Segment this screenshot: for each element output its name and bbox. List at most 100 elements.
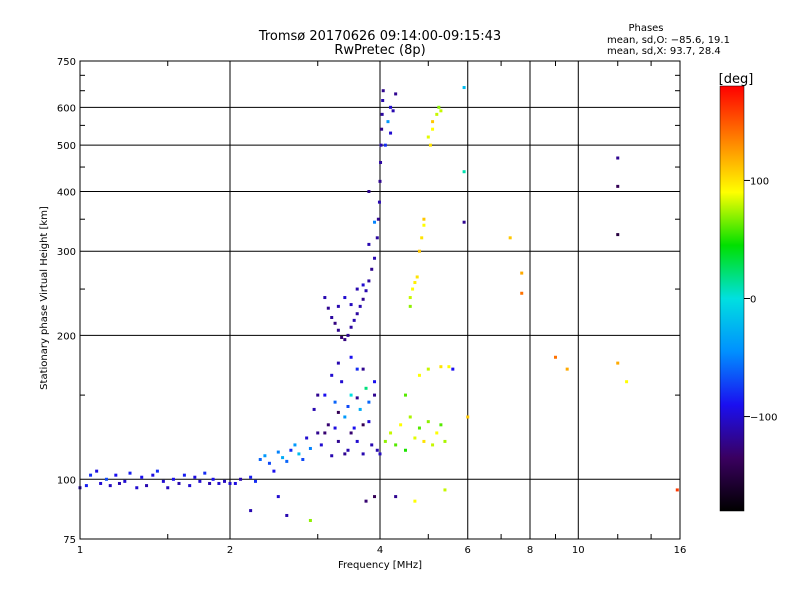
x-axis-label: Frequency [MHz]	[338, 560, 422, 571]
data-point	[443, 439, 447, 443]
data-point	[336, 439, 340, 443]
phase-stats-x: mean, sd,X: 93.7, 28.4	[607, 46, 721, 57]
data-point	[355, 396, 359, 400]
data-point	[297, 452, 301, 456]
data-point	[508, 236, 512, 240]
x-tick-label: 16	[674, 545, 687, 556]
data-point	[161, 479, 165, 483]
data-point	[428, 143, 432, 147]
data-point	[376, 217, 380, 221]
data-point	[330, 373, 334, 377]
x-axis: 1 2 4 6 8 10 16	[77, 61, 687, 556]
data-point	[447, 365, 451, 369]
data-point	[435, 431, 439, 435]
data-point	[340, 335, 344, 339]
data-point	[182, 473, 186, 477]
data-point	[358, 407, 362, 411]
data-point	[415, 275, 419, 279]
data-point	[89, 473, 93, 477]
y-tick-label: 400	[57, 187, 76, 198]
data-point	[367, 242, 371, 246]
data-point	[123, 479, 127, 483]
data-point	[443, 488, 447, 492]
data-point	[253, 479, 257, 483]
data-point	[349, 355, 353, 359]
data-point	[367, 189, 371, 193]
data-point	[361, 423, 365, 427]
data-point	[239, 477, 243, 481]
data-point	[171, 477, 175, 481]
data-point	[281, 456, 285, 460]
data-point	[403, 393, 407, 397]
data-point	[383, 143, 387, 147]
data-point	[323, 393, 327, 397]
data-point	[145, 484, 149, 488]
data-point	[128, 471, 132, 475]
data-point	[462, 220, 466, 224]
data-point	[373, 380, 377, 384]
data-point	[336, 304, 340, 308]
data-point	[330, 454, 334, 458]
data-point	[451, 367, 455, 371]
data-point	[308, 446, 312, 450]
data-point	[333, 400, 337, 404]
data-point	[389, 131, 393, 135]
data-point	[437, 105, 441, 109]
data-point	[333, 321, 337, 325]
data-point	[417, 426, 421, 430]
data-point	[462, 170, 466, 174]
data-point	[394, 495, 398, 499]
data-point	[616, 361, 620, 365]
y-axis-label: Stationary phase Virtual Height [km]	[39, 206, 50, 390]
data-point	[343, 452, 347, 456]
colorbar	[719, 85, 745, 512]
y-tick-label: 100	[57, 475, 76, 486]
data-point	[616, 233, 620, 237]
data-point	[422, 223, 426, 227]
data-point	[413, 436, 417, 440]
data-point	[417, 249, 421, 253]
data-point	[308, 518, 312, 522]
data-point	[319, 443, 323, 447]
data-point	[349, 325, 353, 329]
data-point	[336, 361, 340, 365]
data-point	[361, 283, 365, 287]
data-point	[520, 291, 524, 295]
data-point	[326, 306, 330, 310]
data-point	[378, 452, 382, 456]
data-point	[249, 509, 253, 513]
data-point	[379, 160, 383, 164]
data-point	[380, 127, 384, 131]
data-point	[203, 471, 207, 475]
data-point	[336, 410, 340, 414]
data-point	[323, 431, 327, 435]
x-tick-label: 6	[465, 545, 471, 556]
data-point	[316, 431, 320, 435]
data-point	[151, 473, 155, 477]
data-point	[413, 499, 417, 503]
data-point	[249, 475, 253, 479]
data-point	[422, 217, 426, 221]
data-point	[439, 423, 443, 427]
data-point	[166, 486, 170, 490]
data-point	[155, 469, 159, 473]
y-tick-label: 600	[57, 103, 76, 114]
plot-frame	[79, 60, 681, 540]
data-point	[439, 365, 443, 369]
data-point	[323, 296, 327, 300]
data-point	[258, 457, 262, 461]
data-point	[426, 367, 430, 371]
data-point	[233, 481, 237, 485]
phase-stats-o: mean, sd,O: −85.6, 19.1	[607, 35, 730, 46]
data-point	[466, 415, 470, 419]
data-point	[349, 393, 353, 397]
data-point	[426, 420, 430, 424]
data-point	[386, 120, 390, 124]
x-tick-label: 8	[527, 545, 533, 556]
data-point	[413, 281, 417, 285]
data-point	[394, 443, 398, 447]
data-point	[381, 99, 385, 103]
data-point	[616, 184, 620, 188]
data-point	[305, 436, 309, 440]
